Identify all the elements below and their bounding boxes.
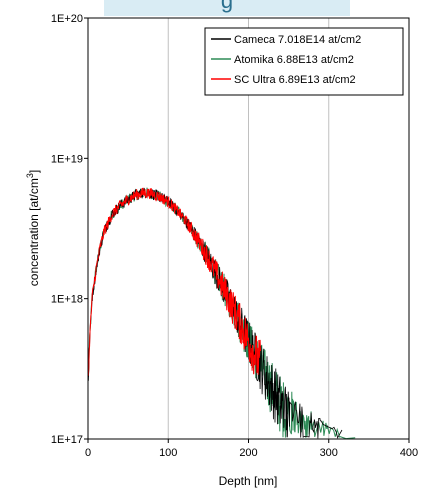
banner-text: g	[220, 0, 234, 13]
series-line	[87, 187, 356, 440]
x-axis-label: Depth [nm]	[219, 474, 278, 488]
legend-label: Cameca 7.018E14 at/cm2	[234, 34, 361, 46]
series-line	[88, 187, 343, 439]
legend-label: Atomika 6.88E13 at/cm2	[234, 54, 354, 66]
axis-layer: 0 100 200 300 400 1E+17 1E+18 1E+19 1E+20	[51, 13, 418, 459]
x-tick-label: 400	[400, 447, 418, 459]
y-tick-label: 1E+20	[51, 13, 83, 25]
x-tick-label: 100	[159, 447, 177, 459]
y-tick-label: 1E+17	[51, 434, 83, 446]
y-axis-label-superscript: 3	[25, 173, 35, 178]
y-axis-label-base: concentration [at/cm	[27, 178, 41, 286]
x-tick-label: 300	[320, 447, 338, 459]
y-axis-label: concentration [at/cm3]	[25, 170, 41, 286]
title-banner: g	[104, 0, 350, 16]
series-layer	[87, 187, 356, 440]
legend-label: SC Ultra 6.89E13 at/cm2	[234, 74, 356, 86]
legend: Cameca 7.018E14 at/cm2 Atomika 6.88E13 at…	[204, 27, 404, 96]
series-line	[87, 187, 261, 376]
y-axis-label-close: ]	[27, 170, 41, 173]
x-tick-label: 0	[85, 447, 91, 459]
y-tick-label: 1E+18	[51, 294, 83, 306]
x-tick-label: 200	[239, 447, 257, 459]
legend-box	[204, 27, 404, 96]
y-tick-label: 1E+19	[51, 153, 83, 165]
